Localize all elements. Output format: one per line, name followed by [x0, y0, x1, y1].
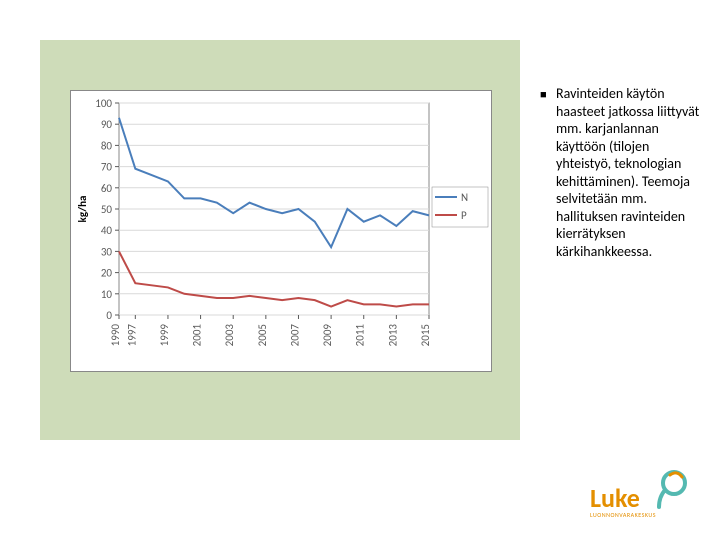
svg-text:90: 90	[101, 118, 113, 131]
svg-text:kg/ha: kg/ha	[76, 196, 89, 223]
svg-text:40: 40	[101, 224, 113, 237]
slide: 0 10 20 30 40 50 60 70 80 90 100 19901997 1999 2001 20…	[0, 0, 720, 540]
line-chart: 0 10 20 30 40 50 60 70 80 90 100 19901997 1999 2001 20…	[71, 91, 491, 371]
svg-text:60: 60	[101, 182, 113, 195]
svg-text:10: 10	[101, 288, 113, 301]
svg-text:P: P	[461, 209, 467, 222]
svg-text:2007: 2007	[288, 324, 301, 347]
svg-text:80: 80	[101, 139, 113, 152]
svg-text:0: 0	[106, 309, 112, 322]
svg-text:1990: 1990	[109, 324, 122, 347]
svg-text:2005: 2005	[256, 324, 269, 346]
logo-brand: Luke	[590, 482, 640, 514]
svg-text:1999: 1999	[158, 324, 171, 347]
svg-text:50: 50	[101, 203, 113, 216]
green-panel: 0 10 20 30 40 50 60 70 80 90 100 19901997 1999 2001 20…	[40, 40, 520, 440]
svg-text:2011: 2011	[354, 324, 367, 347]
svg-text:N: N	[461, 191, 468, 204]
text-panel: ■ Ravinteiden käytön haasteet jatkossa l…	[540, 85, 705, 260]
svg-text:70: 70	[101, 161, 113, 174]
bullet-text: Ravinteiden käytön haasteet jatkossa lii…	[556, 85, 705, 260]
chart-box: 0 10 20 30 40 50 60 70 80 90 100 19901997 1999 2001 20…	[70, 90, 492, 372]
svg-text:30: 30	[101, 245, 113, 258]
svg-text:2003: 2003	[223, 324, 236, 347]
logo-sub: LUONNONVARAKESKUS	[590, 511, 656, 519]
svg-text:100: 100	[95, 97, 112, 110]
logo: Luke LUONNONVARAKESKUS	[582, 467, 692, 522]
svg-text:2001: 2001	[191, 324, 204, 347]
svg-text:2015: 2015	[419, 324, 432, 346]
svg-text:20: 20	[101, 267, 113, 280]
luke-logo-icon: Luke LUONNONVARAKESKUS	[582, 467, 692, 522]
svg-text:2009: 2009	[321, 324, 334, 347]
svg-text:1997: 1997	[125, 324, 138, 347]
svg-text:2013: 2013	[386, 324, 399, 347]
bullet-marker: ■	[540, 85, 556, 260]
